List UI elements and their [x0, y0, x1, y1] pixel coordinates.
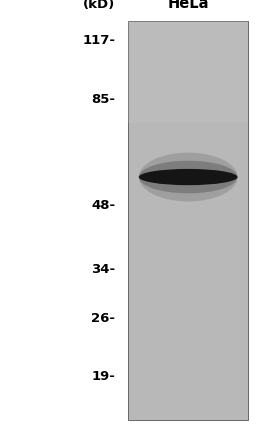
FancyBboxPatch shape — [128, 21, 248, 124]
Text: 19-: 19- — [91, 370, 115, 383]
Text: HeLa: HeLa — [167, 0, 209, 11]
Ellipse shape — [139, 161, 238, 193]
Text: 26-: 26- — [91, 312, 115, 325]
Ellipse shape — [139, 153, 238, 202]
Text: 48-: 48- — [91, 199, 115, 212]
Text: 117-: 117- — [82, 34, 115, 48]
Text: 85-: 85- — [91, 94, 115, 106]
Ellipse shape — [139, 169, 238, 185]
FancyBboxPatch shape — [128, 21, 248, 420]
Text: (kD): (kD) — [83, 0, 115, 11]
Text: 34-: 34- — [91, 263, 115, 276]
